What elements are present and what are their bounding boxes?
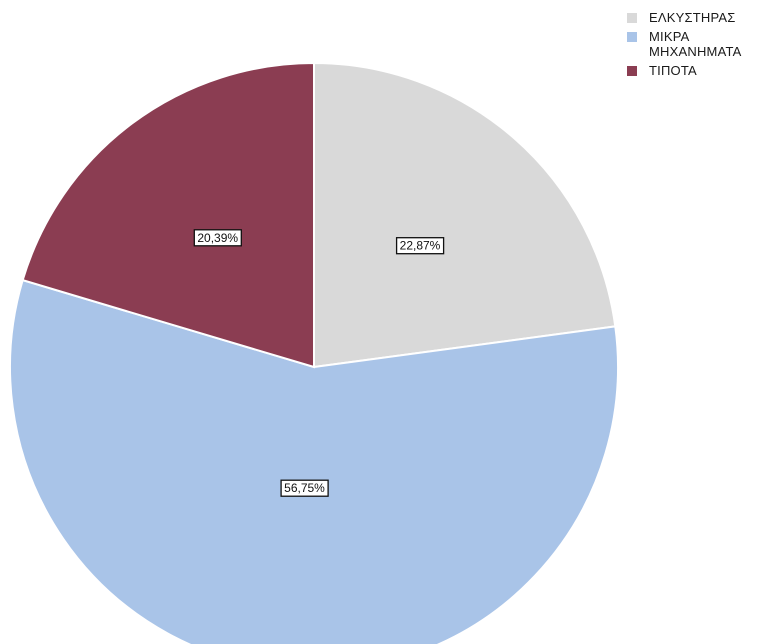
legend-label-elkystiras: ΕΛΚΥΣΤΗΡΑΣ <box>649 10 736 25</box>
slice-label-elkystiras-box <box>395 237 445 255</box>
slice-label-elkystiras: 22,87% <box>395 237 445 255</box>
chart-legend: ΕΛΚΥΣΤΗΡΑΣ ΜΙΚΡΑ ΜΗΧΑΝΗΜΑΤΑ ΤΙΠΟΤΑ <box>627 10 777 82</box>
slice-labels: 22,87% 56,75% 20,39% <box>193 229 445 497</box>
slice-tipota <box>21 61 315 369</box>
legend-item-elkystiras: ΕΛΚΥΣΤΗΡΑΣ <box>627 10 777 25</box>
slice-mikra-michanimata <box>9 278 619 644</box>
legend-swatch-tipota <box>627 66 637 76</box>
legend-label-mikra-michanimata: ΜΙΚΡΑ ΜΗΧΑΝΗΜΑΤΑ <box>649 29 742 59</box>
legend-item-mikra-michanimata: ΜΙΚΡΑ ΜΗΧΑΝΗΜΑΤΑ <box>627 29 777 59</box>
slice-label-mikra-michanimata: 56,75% <box>280 479 329 497</box>
legend-swatch-mikra-michanimata <box>627 32 637 42</box>
legend-swatch-elkystiras <box>627 13 637 23</box>
slice-label-tipota-text: 20,39% <box>197 231 238 245</box>
legend-label-tipota: ΤΙΠΟΤΑ <box>649 63 697 78</box>
slice-label-tipota: 20,39% <box>193 229 242 247</box>
slice-label-elkystiras-text: 22,87% <box>400 239 441 253</box>
slice-label-mikra-michanimata-box <box>280 479 329 497</box>
slice-elkystiras <box>313 61 617 369</box>
legend-item-tipota: ΤΙΠΟΤΑ <box>627 63 777 78</box>
slice-label-mikra-michanimata-text: 56,75% <box>284 481 325 495</box>
slice-label-tipota-box <box>193 229 242 247</box>
pie-slices <box>9 61 619 644</box>
